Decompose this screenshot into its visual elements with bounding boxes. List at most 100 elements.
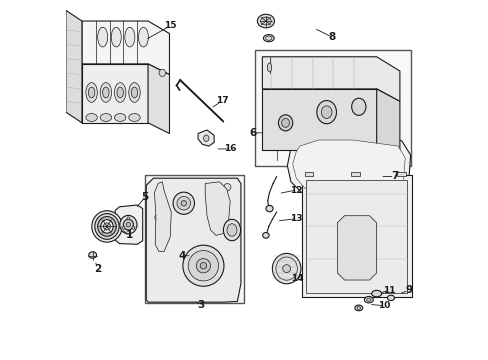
Ellipse shape: [183, 245, 224, 286]
Ellipse shape: [88, 252, 97, 258]
Ellipse shape: [366, 298, 370, 301]
Ellipse shape: [111, 27, 121, 47]
Polygon shape: [376, 89, 399, 160]
Text: 8: 8: [328, 32, 335, 42]
Polygon shape: [337, 216, 376, 280]
Ellipse shape: [128, 83, 140, 102]
Ellipse shape: [257, 14, 274, 28]
Ellipse shape: [354, 305, 362, 311]
Ellipse shape: [265, 36, 271, 40]
Text: 7: 7: [390, 171, 397, 181]
Ellipse shape: [101, 220, 113, 233]
Ellipse shape: [196, 258, 210, 273]
Ellipse shape: [159, 69, 165, 76]
Ellipse shape: [223, 219, 240, 241]
Ellipse shape: [100, 113, 111, 121]
Text: 6: 6: [249, 128, 256, 138]
Ellipse shape: [88, 87, 95, 98]
Text: 15: 15: [164, 21, 177, 30]
Text: 4: 4: [178, 251, 185, 261]
Polygon shape: [304, 172, 312, 176]
Ellipse shape: [224, 184, 230, 191]
Polygon shape: [146, 178, 241, 302]
Ellipse shape: [86, 83, 97, 102]
Ellipse shape: [386, 295, 394, 301]
Ellipse shape: [100, 83, 111, 102]
Ellipse shape: [316, 100, 336, 124]
Ellipse shape: [278, 115, 292, 131]
Text: 1: 1: [125, 230, 133, 240]
Ellipse shape: [260, 17, 271, 25]
Ellipse shape: [364, 296, 372, 303]
Ellipse shape: [86, 113, 97, 121]
Text: 9: 9: [405, 285, 411, 295]
Polygon shape: [301, 175, 411, 297]
Ellipse shape: [131, 87, 138, 98]
Ellipse shape: [181, 201, 186, 206]
Ellipse shape: [262, 233, 268, 238]
Text: 10: 10: [378, 301, 390, 310]
Polygon shape: [292, 140, 405, 199]
Ellipse shape: [98, 27, 107, 47]
Ellipse shape: [272, 253, 300, 284]
Ellipse shape: [371, 291, 381, 297]
Ellipse shape: [114, 113, 125, 121]
Polygon shape: [205, 182, 230, 235]
Ellipse shape: [173, 192, 194, 214]
Ellipse shape: [117, 87, 123, 98]
Ellipse shape: [188, 251, 218, 281]
Ellipse shape: [92, 211, 122, 242]
Ellipse shape: [103, 223, 110, 230]
Polygon shape: [287, 134, 410, 205]
Polygon shape: [148, 64, 169, 134]
Text: 11: 11: [382, 285, 395, 294]
Ellipse shape: [267, 63, 271, 72]
Ellipse shape: [138, 27, 148, 47]
Ellipse shape: [123, 219, 133, 230]
Ellipse shape: [281, 118, 289, 127]
Ellipse shape: [200, 262, 206, 269]
Ellipse shape: [132, 226, 135, 229]
Ellipse shape: [282, 265, 290, 273]
Text: 16: 16: [224, 144, 236, 153]
Ellipse shape: [226, 224, 237, 236]
Ellipse shape: [114, 83, 125, 102]
Polygon shape: [198, 130, 214, 146]
Polygon shape: [115, 205, 142, 244]
Ellipse shape: [265, 205, 272, 212]
Text: 5: 5: [142, 192, 148, 202]
Ellipse shape: [120, 215, 137, 234]
Ellipse shape: [102, 87, 109, 98]
Ellipse shape: [122, 226, 124, 229]
Ellipse shape: [177, 197, 190, 210]
Polygon shape: [397, 172, 405, 176]
Text: 17: 17: [216, 96, 228, 105]
Ellipse shape: [275, 257, 297, 280]
Text: 13: 13: [289, 214, 302, 223]
Polygon shape: [82, 64, 148, 123]
Ellipse shape: [126, 222, 130, 227]
Ellipse shape: [95, 213, 119, 239]
Polygon shape: [262, 57, 399, 102]
Ellipse shape: [155, 214, 161, 221]
FancyBboxPatch shape: [255, 50, 410, 166]
Ellipse shape: [98, 217, 116, 236]
Text: 2: 2: [94, 264, 101, 274]
Polygon shape: [305, 180, 407, 293]
Ellipse shape: [124, 27, 135, 47]
Polygon shape: [350, 172, 359, 176]
Text: 12: 12: [289, 185, 302, 194]
Ellipse shape: [351, 98, 365, 115]
Polygon shape: [262, 89, 376, 150]
Ellipse shape: [356, 306, 360, 309]
Ellipse shape: [128, 113, 140, 121]
Polygon shape: [82, 21, 169, 75]
Text: 3: 3: [197, 300, 204, 310]
Ellipse shape: [127, 217, 130, 220]
Ellipse shape: [321, 106, 331, 118]
Ellipse shape: [203, 135, 208, 141]
Polygon shape: [154, 182, 171, 251]
FancyBboxPatch shape: [145, 175, 244, 303]
Polygon shape: [66, 10, 82, 123]
Ellipse shape: [263, 35, 274, 42]
